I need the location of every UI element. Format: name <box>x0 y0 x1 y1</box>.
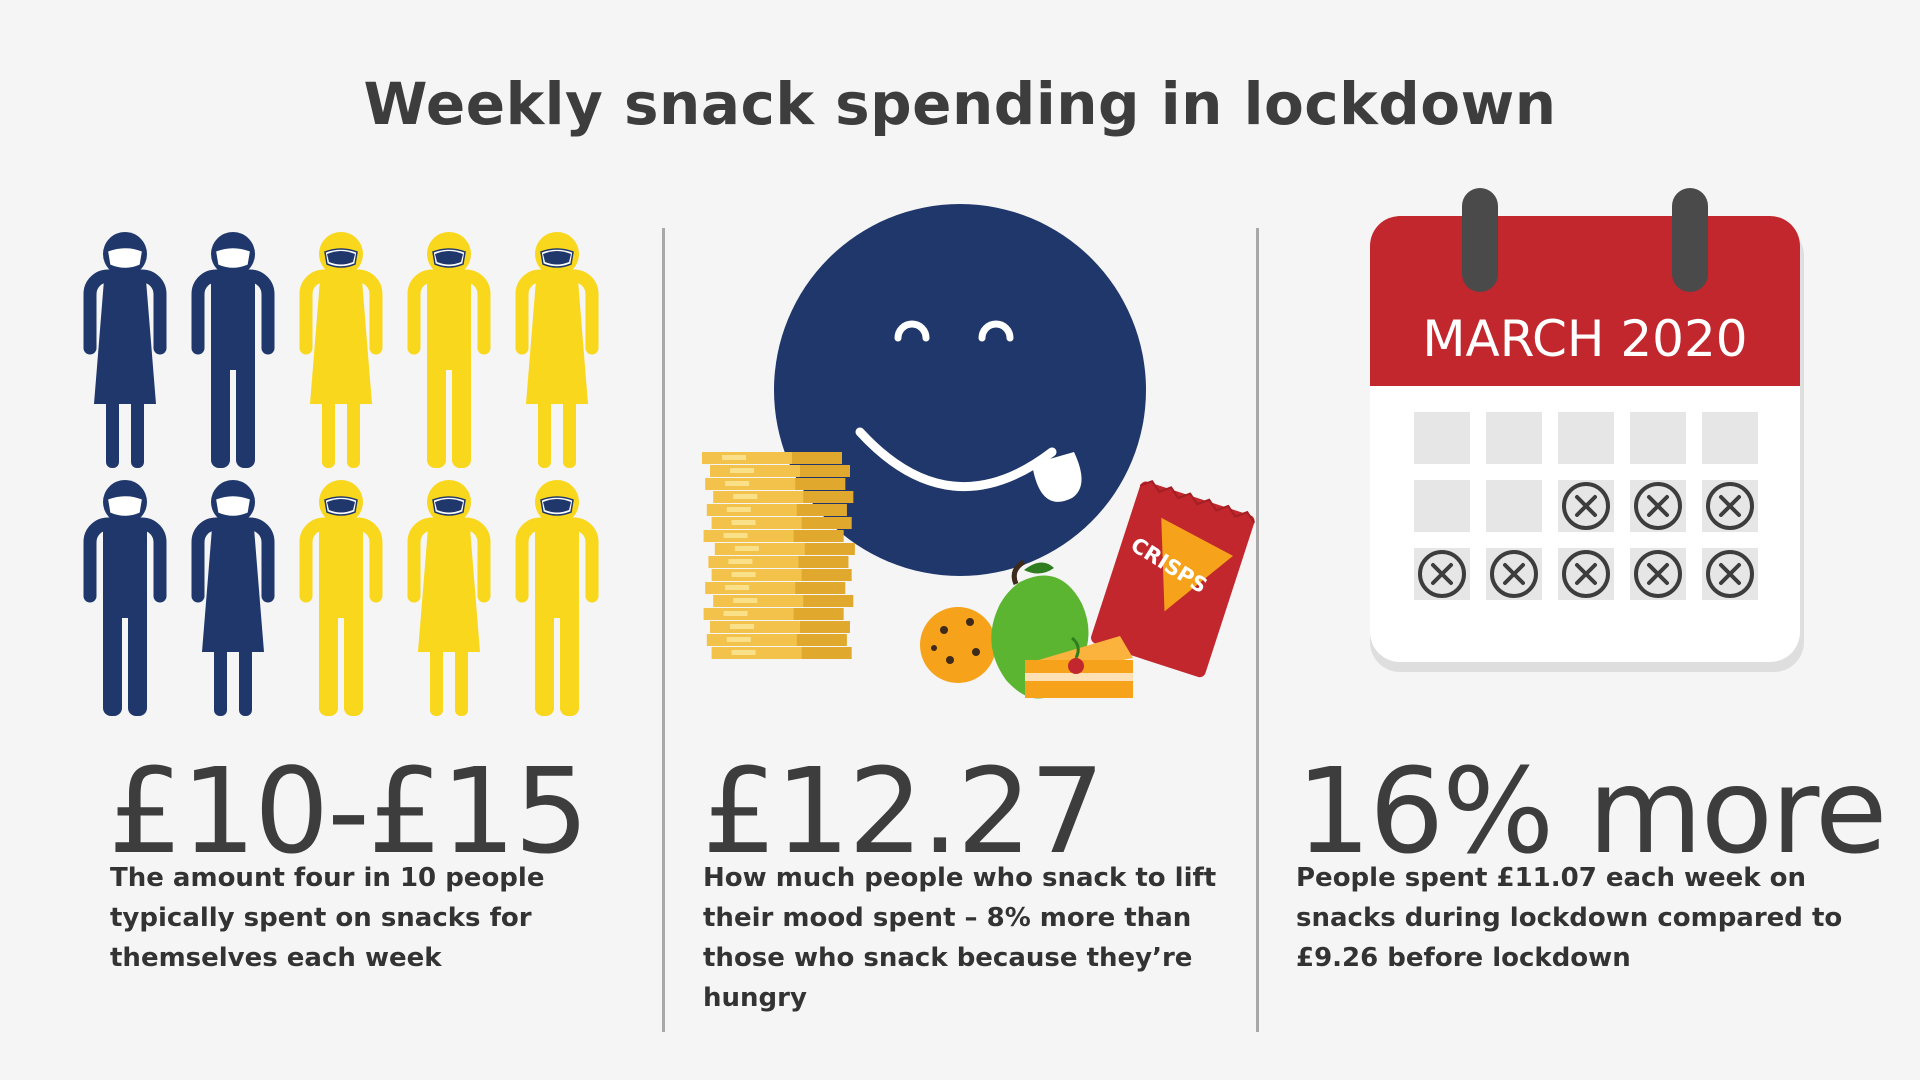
coin-icon <box>714 543 855 555</box>
person-woman-yellow-icon <box>515 232 599 468</box>
stat-text-increase: People spent £11.07 each week on snacks … <box>1296 863 1843 973</box>
smiley-face-icon <box>774 204 1146 576</box>
person-man-yellow-icon <box>515 480 599 716</box>
calendar-day-cell <box>1414 412 1470 464</box>
crossed-day-icon <box>1562 482 1610 530</box>
coin-icon <box>706 504 847 516</box>
person-man-yellow-icon <box>299 480 383 716</box>
coin-icon <box>703 608 844 620</box>
crossed-day-icon <box>1634 482 1682 530</box>
calendar-day-cell <box>1630 412 1686 464</box>
person-woman-yellow-icon <box>299 232 383 468</box>
stat-value-increase: 16% more <box>1296 742 1887 880</box>
stat-value-range: £10-£15 <box>108 742 589 880</box>
calendar-icon: MARCH 2020 <box>1370 188 1804 672</box>
coin-icon <box>705 478 846 490</box>
stat-value-mood: £12.27 <box>702 742 1105 880</box>
coin-icon <box>703 530 844 542</box>
stat-text-mood: How much people who snack to lift their … <box>703 863 1217 1013</box>
snack-illustration: CRISPS <box>702 204 1256 699</box>
divider-right <box>1256 228 1259 1032</box>
coin-stack-icon <box>702 452 855 659</box>
coin-icon <box>708 556 849 568</box>
stat-text-range: The amount four in 10 people typically s… <box>110 863 545 973</box>
coin-icon <box>711 517 852 529</box>
coin-icon <box>713 491 854 503</box>
coin-icon <box>702 452 842 464</box>
calendar-month: MARCH 2020 <box>1422 310 1747 368</box>
person-man-navy-icon <box>83 480 167 716</box>
coin-icon <box>705 582 846 594</box>
calendar-day-cell <box>1414 480 1470 532</box>
crossed-day-icon <box>1706 482 1754 530</box>
cookie-icon <box>920 607 996 683</box>
coin-icon <box>710 465 850 477</box>
crossed-day-icon <box>1418 550 1466 598</box>
calendar-day-cell <box>1558 412 1614 464</box>
crossed-day-icon <box>1634 550 1682 598</box>
crossed-day-icon <box>1562 550 1610 598</box>
calendar-day-cell <box>1486 412 1542 464</box>
coin-icon <box>713 595 854 607</box>
calendar-days-grid <box>1414 412 1758 600</box>
crossed-day-icon <box>1706 550 1754 598</box>
coin-icon <box>706 634 847 646</box>
person-woman-navy-icon <box>83 232 167 468</box>
person-man-navy-icon <box>191 232 275 468</box>
cake-slice-icon <box>1025 636 1133 698</box>
people-illustration <box>83 232 599 716</box>
calendar-day-cell <box>1702 412 1758 464</box>
page-title: Weekly snack spending in lockdown <box>363 70 1557 138</box>
person-man-yellow-icon <box>407 232 491 468</box>
divider-left <box>662 228 665 1032</box>
coin-icon <box>711 647 852 659</box>
crossed-day-icon <box>1490 550 1538 598</box>
person-woman-yellow-icon <box>407 480 491 716</box>
calendar-day-cell <box>1486 480 1542 532</box>
coin-icon <box>711 569 852 581</box>
person-woman-navy-icon <box>191 480 275 716</box>
coin-icon <box>710 621 850 633</box>
crisps-packet-icon: CRISPS <box>1091 479 1256 678</box>
